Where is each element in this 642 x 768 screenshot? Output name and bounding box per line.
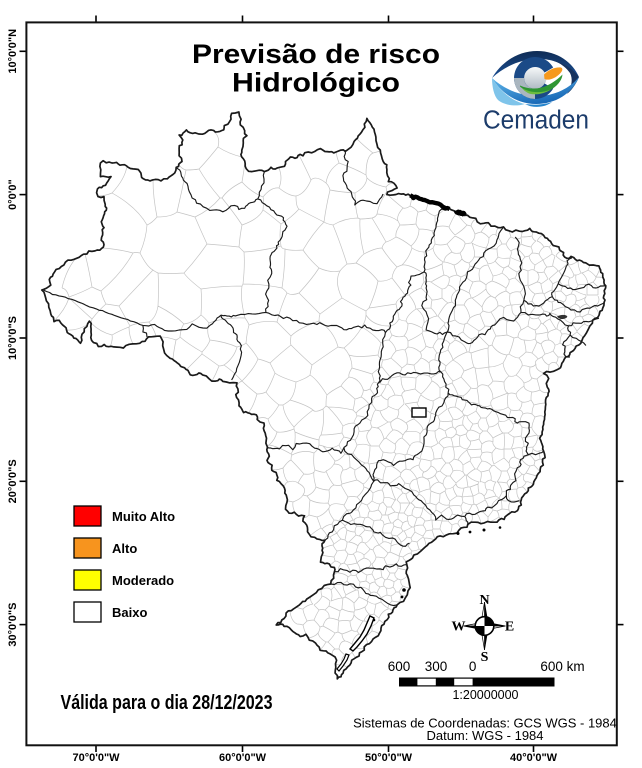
svg-text:10°0'0"S: 10°0'0"S [7, 316, 19, 360]
svg-text:0: 0 [469, 659, 477, 674]
svg-text:Datum: WGS - 1984: Datum: WGS - 1984 [426, 728, 543, 743]
svg-text:60°0'0"W: 60°0'0"W [219, 752, 267, 764]
svg-text:Válida para o dia 28/12/2023: Válida para o dia 28/12/2023 [61, 691, 273, 714]
svg-text:N: N [479, 593, 489, 608]
svg-text:E: E [505, 620, 514, 635]
svg-text:Hidrológico: Hidrológico [232, 68, 400, 98]
svg-text:300: 300 [425, 659, 448, 674]
svg-text:10°0'0"N: 10°0'0"N [7, 29, 19, 74]
svg-text:Cemaden: Cemaden [483, 107, 589, 135]
svg-text:1:20000000: 1:20000000 [452, 688, 518, 702]
svg-text:Muito Alto: Muito Alto [112, 509, 175, 524]
svg-text:50°0'0"W: 50°0'0"W [365, 752, 413, 764]
svg-text:0°0'0": 0°0'0" [7, 179, 19, 210]
svg-text:70°0'0"W: 70°0'0"W [72, 752, 120, 764]
svg-text:Previsão de risco: Previsão de risco [192, 39, 440, 69]
svg-text:Baixo: Baixo [112, 605, 147, 620]
svg-text:Moderado: Moderado [112, 573, 174, 588]
svg-text:Alto: Alto [112, 541, 137, 556]
svg-text:20°0'0"S: 20°0'0"S [7, 459, 19, 503]
svg-text:600 km: 600 km [540, 659, 584, 674]
svg-text:600: 600 [388, 659, 411, 674]
svg-text:30°0'0"S: 30°0'0"S [7, 603, 19, 647]
svg-text:40°0'0"W: 40°0'0"W [510, 752, 558, 764]
svg-text:W: W [452, 620, 466, 635]
svg-text:Sistemas de Coordenadas: GCS W: Sistemas de Coordenadas: GCS WGS - 1984 [353, 716, 617, 731]
svg-text:S: S [481, 650, 489, 665]
